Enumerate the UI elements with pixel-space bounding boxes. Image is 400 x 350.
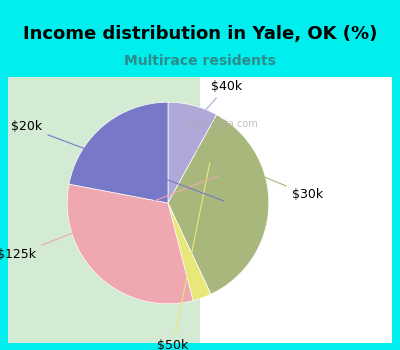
Wedge shape	[168, 115, 269, 294]
Text: City-Data.com: City-Data.com	[188, 119, 258, 130]
Text: $30k: $30k	[197, 149, 323, 201]
Wedge shape	[69, 102, 168, 203]
Text: Income distribution in Yale, OK (%): Income distribution in Yale, OK (%)	[23, 25, 377, 42]
Text: $50k: $50k	[158, 163, 210, 350]
Wedge shape	[168, 203, 211, 301]
Text: Multirace residents: Multirace residents	[124, 54, 276, 68]
Text: $20k: $20k	[11, 120, 224, 201]
Text: $40k: $40k	[174, 80, 242, 146]
Wedge shape	[168, 102, 216, 203]
Wedge shape	[67, 184, 193, 304]
Text: $125k: $125k	[0, 176, 219, 261]
